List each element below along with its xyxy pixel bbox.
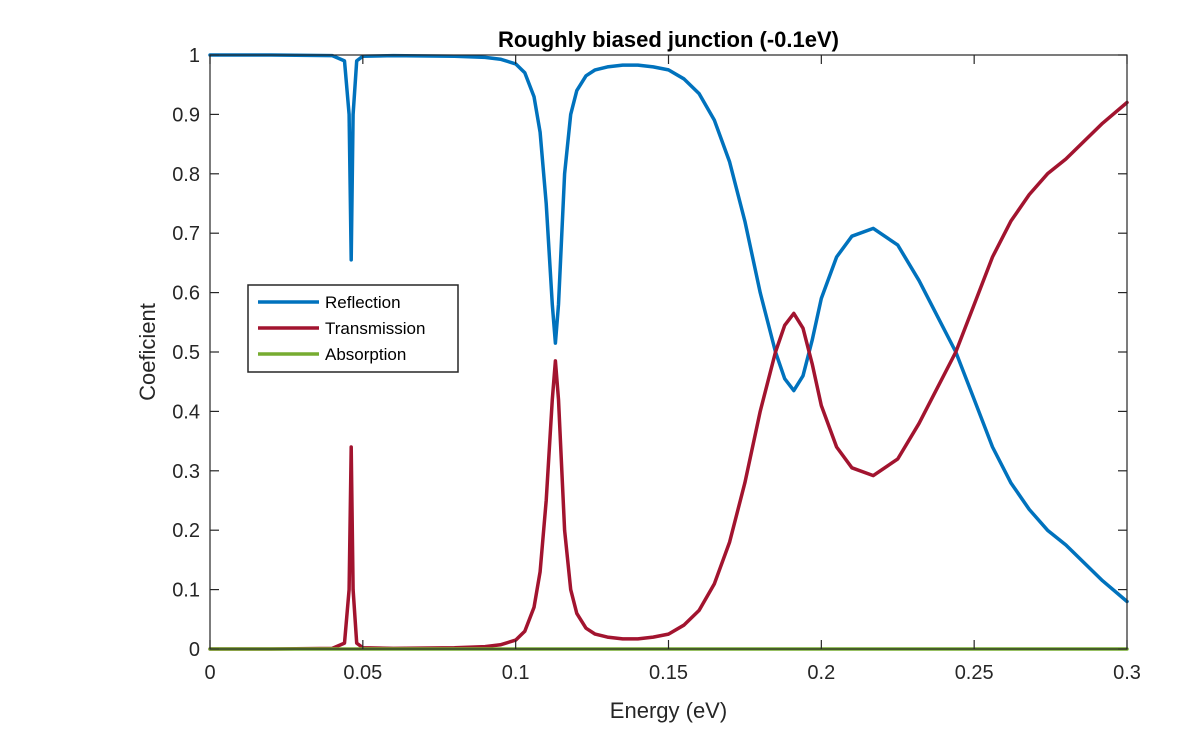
legend-label-transmission: Transmission [325,319,425,338]
series-line-reflection [208,53,1129,604]
y-tick-label: 0.8 [172,164,200,186]
x-tick-label: 0.25 [955,662,994,684]
x-tick-label: 0.2 [807,662,835,684]
y-tick-label: 0.1 [172,580,200,602]
y-tick-label: 0.4 [172,401,200,423]
x-axis-title: Energy (eV) [610,698,727,723]
y-tick-label: 0.6 [172,283,200,305]
y-axis-title: Coeficient [135,303,160,401]
y-tick-label: 0.2 [172,520,200,542]
x-tick-label: 0.1 [502,662,530,684]
legend-label-absorption: Absorption [325,345,406,364]
legend-label-reflection: Reflection [325,293,401,312]
y-tick-label: 0.7 [172,223,200,245]
ticks-layer: 0 0.05 0.1 0.15 0.2 0.25 0.3 0 0.1 0.2 0.3 0.4 0.5 0.… [172,45,1141,684]
y-tick-label: 1 [189,45,200,67]
y-tick-label: 0 [189,639,200,661]
x-tick-label: 0.05 [343,662,382,684]
legend: Reflection Transmission Absorption [247,284,459,373]
x-tick-label: 0.15 [649,662,688,684]
y-tick-label: 0.3 [172,461,200,483]
chart-title: Roughly biased junction (-0.1eV) [498,27,839,52]
x-tick-label: 0 [204,662,215,684]
y-tick-label: 0.5 [172,342,200,364]
x-tick-label: 0.3 [1113,662,1141,684]
y-tick-label: 0.9 [172,104,200,126]
